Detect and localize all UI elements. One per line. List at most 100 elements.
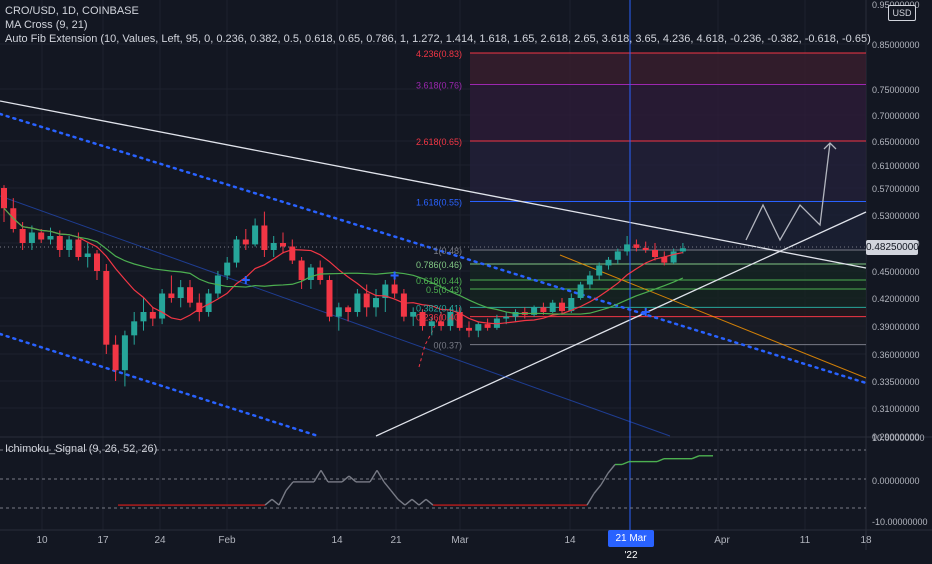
candle-body — [475, 324, 482, 331]
price-tick-label: 0.61000000 — [872, 161, 920, 171]
time-tick-label: 17 — [97, 535, 109, 546]
orange-trendline — [559, 254, 867, 379]
fib-level-label: 0.236(0.40) — [416, 313, 462, 323]
time-tick-label: 10 — [36, 535, 48, 546]
candle-body — [363, 293, 370, 308]
price-tick-label: 0.31000000 — [872, 404, 920, 414]
ma-cross-marker — [641, 308, 650, 316]
candle-body — [131, 321, 138, 336]
candle-body — [280, 243, 286, 247]
candle-body — [345, 307, 352, 312]
candle-body — [614, 251, 621, 260]
price-tick-label: 0.85000000 — [872, 40, 920, 50]
candle-body — [512, 312, 519, 317]
crosshair-date-badge: 21 Mar '22 — [608, 530, 654, 561]
ichimoku-signal-segment — [418, 498, 427, 506]
symbol-title: CRO/USD, 1D, COINBASE — [5, 5, 139, 17]
candle-body — [298, 260, 305, 280]
ichimoku-signal-segment — [600, 472, 609, 486]
ichimoku-signal-segment — [313, 469, 322, 483]
ichimoku-signal-segment — [593, 484, 602, 494]
candle-body — [335, 307, 342, 317]
candle-body — [410, 312, 417, 317]
candle-body — [19, 229, 26, 243]
candle-body — [447, 312, 454, 326]
candle-body — [605, 259, 612, 266]
candle-body — [252, 225, 259, 245]
fib-zone-band — [470, 250, 866, 264]
candle-body — [47, 236, 54, 240]
ichimoku-signal-segment — [390, 490, 399, 500]
ichimoku-signal-segment — [264, 498, 273, 506]
price-tick-label: 0.33500000 — [872, 377, 920, 387]
fib-level-label: 0.382(0.41) — [416, 303, 462, 313]
fib-level-label: 0.618(0.44) — [416, 276, 462, 286]
price-tick-label: 0.29000000 — [872, 432, 920, 442]
time-tick-label: 11 — [800, 535, 811, 546]
candle-body — [354, 293, 361, 312]
ichimoku-signal-segment — [397, 498, 406, 506]
fib-zone-band — [470, 307, 866, 317]
candle-body — [149, 312, 156, 319]
channel-lower-dotted — [0, 332, 320, 438]
channel-mid-line — [0, 195, 671, 437]
dashed-projection-red — [418, 317, 439, 368]
ma-cross-lines — [3, 207, 684, 325]
price-tick-label: 0.75000000 — [872, 85, 920, 95]
candle-body — [577, 284, 584, 298]
fib-level-label: 4.236(0.83) — [416, 49, 462, 59]
candle-body — [559, 302, 565, 312]
candle-body — [140, 312, 147, 322]
price-tick-label: 0.42000000 — [872, 294, 920, 304]
price-tick-label: 0.53000000 — [872, 211, 920, 221]
candle-body — [624, 244, 631, 252]
candle-body — [540, 307, 547, 312]
fib-extension-legend: Auto Fib Extension (10, Values, Left, 95… — [5, 33, 871, 45]
ichimoku-signal-segment — [691, 455, 700, 460]
price-tick-label: 0.36000000 — [872, 350, 920, 360]
projection-path — [745, 142, 837, 242]
price-chart[interactable]: 4.236(0.83) 3.618(0.76) 2.618(0.65) 1.618(0… — [0, 0, 932, 550]
fib-level-labels: 4.236(0.83) 3.618(0.76) 2.618(0.65) 1.618(0… — [416, 49, 462, 351]
price-tick-label: 0.45000000 — [872, 267, 920, 277]
candle-body — [493, 318, 500, 328]
fib-level-label: 0.786(0.46) — [416, 260, 462, 270]
ichimoku-signal-segment — [607, 464, 616, 474]
ichimoku-signal-segment — [285, 481, 294, 492]
ma-slow-line — [3, 207, 684, 315]
fib-level-label: 1.618(0.55) — [416, 198, 462, 208]
candle-body — [103, 271, 110, 345]
candle-body — [66, 239, 73, 250]
candle-body — [205, 293, 212, 312]
time-tick-label: Apr — [714, 535, 730, 546]
candle-body — [438, 321, 445, 326]
fib-level-label: 0(0.37) — [433, 341, 462, 351]
candle-body — [196, 302, 203, 312]
ichimoku-signal-pane — [0, 449, 866, 509]
candle-body — [391, 284, 398, 294]
current-price-badge: 0.48250000 — [866, 240, 919, 255]
candle-body — [75, 239, 82, 257]
ichimoku-label: Ichimoku_Signal (9, 26, 52, 26) — [5, 443, 158, 455]
ichimoku-signal-segment — [656, 458, 665, 463]
price-tick-label: 0.65000000 — [872, 137, 920, 147]
fib-zone-band — [470, 141, 866, 202]
candle-body — [466, 327, 472, 331]
candle-body — [484, 324, 491, 328]
candle-body — [112, 344, 119, 371]
candle-body — [84, 253, 91, 257]
ma-cross-legend: MA Cross (9, 21) — [5, 19, 88, 31]
ichimoku-signal-segment — [411, 498, 420, 506]
indicator-tick-label: 0.00000000 — [872, 476, 920, 486]
fib-level-label: 1(0.48) — [433, 246, 462, 256]
ichimoku-signal-segment — [586, 493, 595, 506]
candlestick-series — [1, 185, 686, 387]
candle-body — [586, 275, 593, 285]
candle-body — [168, 293, 175, 298]
time-tick-label: 14 — [564, 535, 576, 546]
candle-body — [28, 232, 35, 243]
ichimoku-signal-segment — [320, 469, 329, 483]
candle-body — [549, 302, 556, 312]
currency-button[interactable]: USD — [888, 5, 916, 21]
fib-zone-band — [470, 264, 866, 280]
